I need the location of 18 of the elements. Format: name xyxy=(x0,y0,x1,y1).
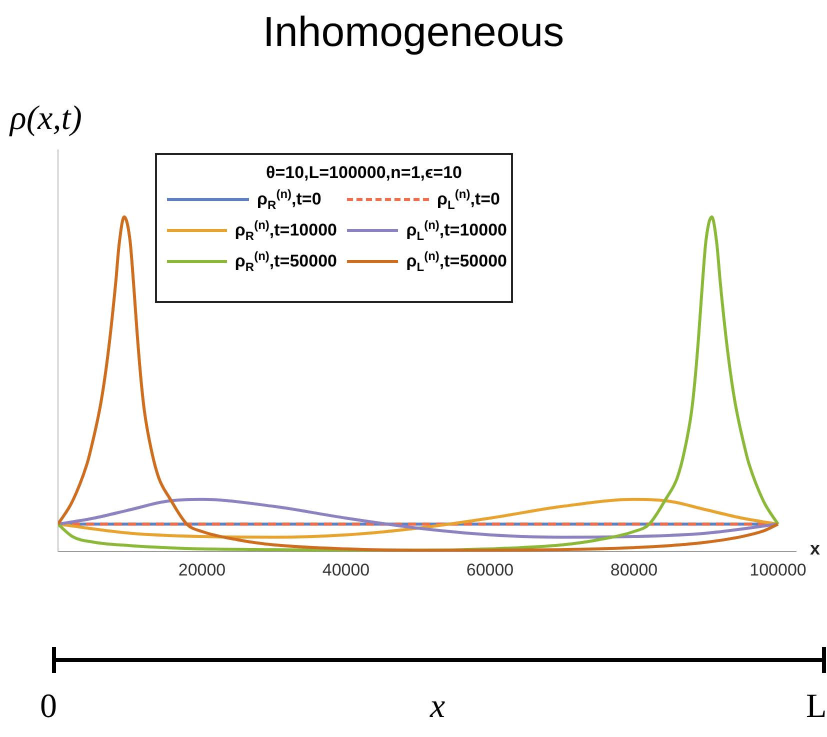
legend-title: θ=10,L=100000,n=1,ϵ=10 xyxy=(265,163,463,183)
legend-label: ρ$_{L}$$^{(n)}$,t=10000 xyxy=(406,218,507,244)
x-tick-label: 40000 xyxy=(322,560,370,580)
legend-label: ρ$_{L}$$^{(n)}$,t=50000 xyxy=(406,249,507,274)
x-tick-label: 20000 xyxy=(178,560,226,580)
x-tick-label: 100000 xyxy=(750,560,806,580)
legend-label: ρ$_{L}$$^{(n)}$,t=0 xyxy=(437,187,500,212)
x-tick-label: 80000 xyxy=(610,560,658,580)
legend-label: ρ$_{R}$$^{(n)}$,t=0 xyxy=(257,187,322,212)
text: 0 xyxy=(40,688,57,726)
legend-label: ρ$_{R}$$^{(n)}$,t=10000 xyxy=(234,218,337,244)
x-tick-label: 60000 xyxy=(466,560,514,580)
legend-label: ρ$_{R}$$^{(n)}$,t=50000 xyxy=(234,249,337,274)
text: x xyxy=(430,688,446,726)
chart-title: Inhomogeneous xyxy=(262,8,566,56)
text: L xyxy=(806,688,827,726)
x-axis-title: x xyxy=(810,538,820,559)
y-axis-title: ρ(x,t) xyxy=(10,100,82,138)
